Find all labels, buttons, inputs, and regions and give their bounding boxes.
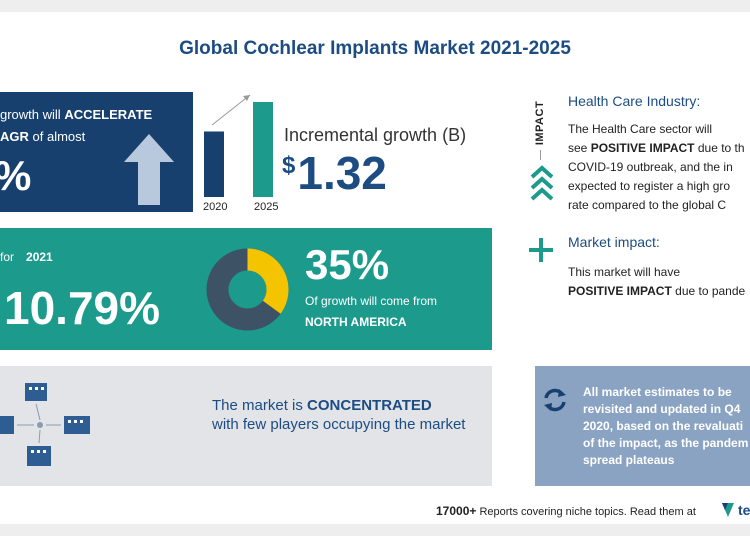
incremental-growth-label: Incremental growth (B) bbox=[284, 125, 467, 145]
growth-bar-chart bbox=[204, 94, 273, 197]
impact-label: IMPACT bbox=[534, 100, 546, 145]
market-impact-title: Market impact: bbox=[568, 234, 660, 250]
bar-label-2020: 2020 bbox=[203, 201, 228, 213]
region-name: NORTH AMERICA bbox=[305, 315, 407, 329]
bar-2020 bbox=[204, 131, 224, 197]
donut-segment-north-america bbox=[206, 248, 289, 331]
yoy-value: 10.79% bbox=[4, 282, 161, 334]
estimates-note: All market estimates to be revisited and… bbox=[535, 366, 750, 486]
incremental-amount: 1.32 bbox=[297, 147, 387, 199]
bar-label-2025: 2025 bbox=[254, 201, 279, 213]
cagr-line1-pre: growth will bbox=[0, 107, 61, 122]
cagr-line2-rest: of almost bbox=[32, 129, 86, 144]
buildings-network-icon bbox=[0, 383, 90, 466]
health-care-title: Health Care Industry: bbox=[568, 93, 701, 109]
trend-line bbox=[211, 94, 251, 126]
yoy-year: 2021 bbox=[26, 250, 53, 264]
trend-arrow-icon bbox=[243, 95, 250, 101]
region-share: 35% bbox=[305, 241, 390, 288]
concentration-panel: The market is CONCENTRATED with few play… bbox=[0, 366, 492, 486]
incremental-growth-value: $1.32 bbox=[282, 150, 387, 196]
cagr-accelerate: ACCELERATE bbox=[64, 107, 153, 122]
yoy-for-label: for bbox=[0, 250, 15, 264]
currency-symbol: $ bbox=[282, 152, 296, 179]
yoy-panel: for 2021 10.79% 35% Of growth will come f… bbox=[0, 228, 492, 350]
estimates-note-text: All market estimates to be revisited and… bbox=[583, 385, 749, 467]
cagr-label: AGR bbox=[0, 129, 29, 144]
up-arrow-icon bbox=[124, 134, 174, 205]
report-count: 17000+ bbox=[436, 504, 477, 518]
health-care-text: The Health Care sector will see POSITIVE… bbox=[568, 122, 745, 212]
footer-text: 17000+ Reports covering niche topics. Re… bbox=[436, 504, 696, 518]
region-desc: Of growth will come from bbox=[305, 294, 438, 308]
logo-mark-icon bbox=[722, 503, 734, 517]
market-impact-text: This market will have POSITIVE IMPACT du… bbox=[568, 265, 746, 298]
cagr-value: % bbox=[0, 152, 31, 200]
chevron-up-icon bbox=[530, 165, 554, 201]
bar-2025 bbox=[253, 102, 273, 197]
plus-icon bbox=[529, 238, 553, 262]
region-donut-chart bbox=[206, 248, 289, 331]
page-title: Global Cochlear Implants Market 2021-202… bbox=[179, 38, 571, 59]
impact-divider bbox=[540, 150, 541, 160]
refresh-icon bbox=[544, 388, 566, 412]
brand-logo: te bbox=[720, 501, 750, 521]
concentration-text: The market is CONCENTRATED with few play… bbox=[212, 397, 466, 433]
cagr-panel: growth will ACCELERATE AGR of almost % bbox=[0, 92, 193, 212]
concentration-level: CONCENTRATED bbox=[307, 397, 432, 414]
